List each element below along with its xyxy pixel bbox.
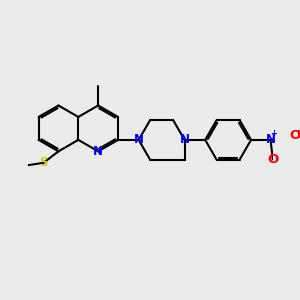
Text: N: N: [179, 134, 190, 146]
Text: N: N: [134, 134, 144, 146]
Text: O: O: [289, 129, 300, 142]
Text: N: N: [266, 134, 275, 146]
Text: S: S: [39, 156, 48, 169]
Text: O: O: [267, 153, 278, 166]
Text: -: -: [296, 125, 300, 136]
Text: N: N: [93, 145, 103, 158]
Text: +: +: [271, 129, 278, 138]
